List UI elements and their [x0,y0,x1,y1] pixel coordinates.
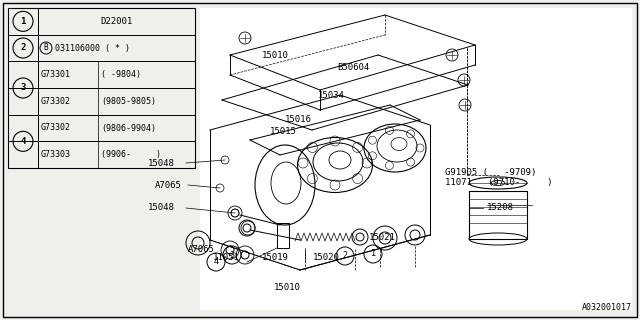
Text: A7065: A7065 [155,180,182,189]
Text: 15048: 15048 [148,158,175,167]
Text: 3: 3 [230,251,234,260]
Text: 15208: 15208 [487,204,514,212]
Bar [469,191,527,239]
Text: G73302: G73302 [41,124,71,132]
Text: D22001: D22001 [100,17,132,26]
Text: 15016: 15016 [285,116,312,124]
Text: 15021: 15021 [369,233,396,242]
Text: G73302: G73302 [41,97,71,106]
Bar [200,8,632,310]
Bar [277,223,289,248]
Text: G73303: G73303 [41,150,71,159]
Text: 15015: 15015 [270,126,297,135]
Text: 3: 3 [20,84,26,92]
Text: 11071   (9710-     ): 11071 (9710- ) [445,179,552,188]
Text: 2: 2 [20,44,26,52]
Text: A032001017: A032001017 [582,303,632,312]
Text: (9806-9904): (9806-9904) [101,124,156,132]
Text: (9906-     ): (9906- ) [101,150,161,159]
Text: 15048: 15048 [148,204,175,212]
Text: A7065: A7065 [188,244,215,253]
Text: 4: 4 [214,258,218,267]
Text: 15010: 15010 [262,51,289,60]
Text: B: B [44,44,48,52]
Text: 1: 1 [20,17,26,26]
Text: B50604: B50604 [337,63,369,73]
Text: ( -9804): ( -9804) [101,70,141,79]
Text: G73301: G73301 [41,70,71,79]
Bar [8,8,195,168]
Text: 15010: 15010 [274,283,301,292]
Text: G91905 (   -9709): G91905 ( -9709) [445,167,536,177]
Text: (9805-9805): (9805-9805) [101,97,156,106]
Text: 15020: 15020 [313,253,340,262]
Text: 15019: 15019 [262,253,289,262]
Text: 1: 1 [371,250,376,259]
Text: 11051: 11051 [213,253,240,262]
Text: 031106000 ( * ): 031106000 ( * ) [55,44,130,52]
Text: 15034: 15034 [318,91,345,100]
Text: 4: 4 [20,137,26,146]
Text: 2: 2 [342,252,348,260]
